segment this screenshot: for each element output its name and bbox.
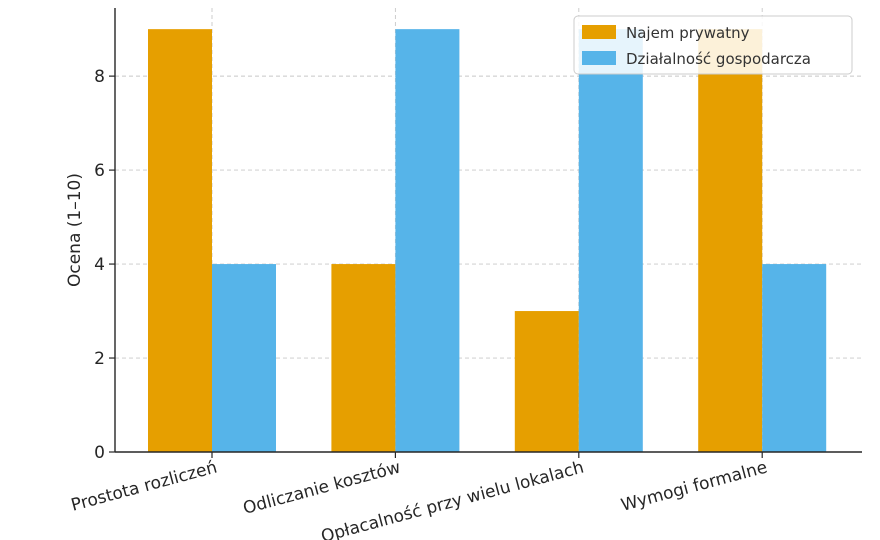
bar-dzialalnosc-gospodarcza <box>578 29 643 453</box>
x-tick-label: Wymogi formalne <box>619 458 770 516</box>
bar-najem-prywatny <box>331 264 396 452</box>
bar-dzialalnosc-gospodarcza <box>212 264 276 452</box>
y-tick-label: 4 <box>94 255 105 275</box>
bar-najem-prywatny <box>148 29 212 453</box>
legend-swatch <box>582 51 616 65</box>
legend: Najem prywatny Działalność gospodarcza <box>573 15 853 75</box>
y-axis-label: Ocena (1–10) <box>65 173 85 287</box>
axes <box>114 8 862 453</box>
bar-najem-prywatny <box>514 311 579 452</box>
legend-swatch <box>582 25 616 39</box>
bar-dzialalnosc-gospodarcza <box>762 264 827 452</box>
bars <box>148 29 827 453</box>
y-tick-label: 8 <box>94 67 105 87</box>
x-tick-label: Odliczanie kosztów <box>241 457 403 518</box>
y-ticks: 0 2 4 6 8 <box>94 67 115 463</box>
legend-label: Najem prywatny <box>626 24 750 42</box>
bar-dzialalnosc-gospodarcza <box>395 29 460 453</box>
y-tick-label: 6 <box>94 161 105 181</box>
y-tick-label: 2 <box>94 349 105 369</box>
x-ticks: Prostota rozliczeń Odliczanie kosztówOpła… <box>69 452 770 540</box>
legend-box <box>573 15 853 75</box>
y-tick-label: 0 <box>94 443 105 463</box>
bar-najem-prywatny <box>698 29 763 453</box>
x-tick-label: Prostota rozliczeń <box>69 458 219 516</box>
legend-label: Działalność gospodarcza <box>626 50 811 68</box>
